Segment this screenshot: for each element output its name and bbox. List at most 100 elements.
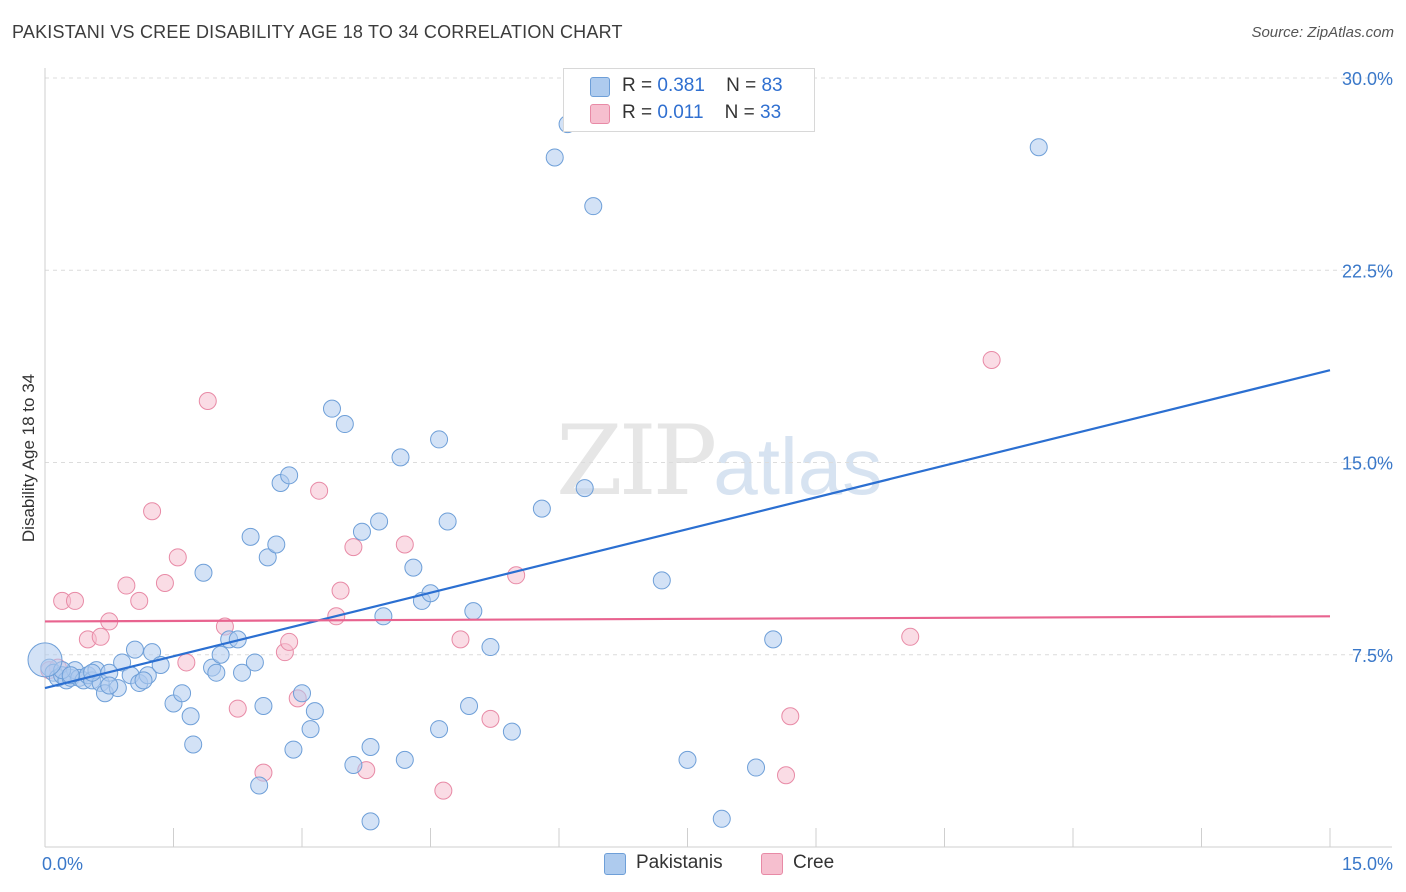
- point-pakistanis: [173, 684, 192, 703]
- point-pakistanis: [305, 702, 324, 721]
- point-pakistanis: [113, 653, 132, 672]
- point-cree: [777, 766, 796, 785]
- point-pakistanis: [460, 697, 479, 716]
- point-pakistanis: [284, 740, 303, 759]
- x-tick-label: 0.0%: [42, 854, 83, 874]
- point-pakistanis: [61, 666, 80, 685]
- y-tick-label: 22.5%: [1342, 261, 1393, 281]
- legend-n-label: N =: [724, 102, 755, 123]
- legend-r-label: R =: [622, 75, 653, 96]
- point-pakistanis: [481, 638, 500, 657]
- point-cree: [177, 653, 196, 672]
- watermark-atlas: atlas: [713, 422, 883, 511]
- point-pakistanis: [267, 535, 286, 554]
- point-cree: [781, 707, 800, 726]
- point-pakistanis: [344, 755, 363, 774]
- y-tick-label: 15.0%: [1342, 454, 1393, 474]
- point-pakistanis: [125, 640, 144, 659]
- point-pakistanis: [361, 812, 380, 831]
- point-pakistanis: [545, 148, 564, 167]
- point-pakistanis: [370, 512, 389, 531]
- trend-lines: [44, 369, 1331, 690]
- point-pakistanis: [233, 663, 252, 682]
- point-cree: [901, 627, 920, 646]
- point-cree: [982, 350, 1001, 369]
- data-points: [27, 115, 1048, 831]
- bottom-legend-swatch-cree: [761, 853, 783, 875]
- point-pakistanis: [747, 758, 766, 777]
- point-pakistanis: [322, 399, 341, 418]
- legend-r-value: 0.381: [657, 75, 705, 96]
- source-label: Source: ZipAtlas.com: [1251, 24, 1394, 41]
- point-cree: [143, 502, 162, 521]
- point-cree: [91, 627, 110, 646]
- point-cree: [280, 632, 299, 651]
- point-pakistanis: [100, 676, 119, 695]
- point-cree: [117, 576, 136, 595]
- legend-r-label: R =: [622, 102, 653, 123]
- y-axis-title: Disability Age 18 to 34: [19, 374, 38, 542]
- watermark: ZIPatlas: [556, 405, 882, 517]
- legend-swatch-pakistanis: [590, 77, 610, 97]
- bottom-legend-label: Cree: [793, 852, 835, 873]
- point-pakistanis: [241, 527, 260, 546]
- point-pakistanis: [301, 720, 320, 739]
- point-pakistanis: [575, 479, 594, 498]
- point-pakistanis: [250, 776, 269, 795]
- point-pakistanis: [254, 697, 273, 716]
- point-pakistanis: [207, 663, 226, 682]
- point-pakistanis: [361, 738, 380, 757]
- point-cree: [395, 535, 414, 554]
- point-pakistanis: [391, 448, 410, 467]
- point-pakistanis: [395, 750, 414, 769]
- point-pakistanis: [764, 630, 783, 649]
- point-pakistanis: [134, 671, 153, 690]
- point-cree: [344, 538, 363, 557]
- bottom-legend-swatch-pakistanis: [604, 853, 626, 875]
- point-cree: [310, 481, 329, 500]
- point-cree: [130, 591, 149, 610]
- point-pakistanis: [27, 642, 63, 678]
- point-cree: [451, 630, 470, 649]
- y-tick-label: 7.5%: [1352, 646, 1393, 666]
- point-pakistanis: [404, 558, 423, 577]
- point-pakistanis: [335, 415, 354, 434]
- trend-line-pakistanis: [44, 369, 1331, 690]
- point-cree: [65, 591, 84, 610]
- point-pakistanis: [181, 707, 200, 726]
- point-cree: [331, 581, 350, 600]
- axes: [44, 68, 1392, 848]
- point-pakistanis: [464, 602, 483, 621]
- legend-n-value: 83: [761, 75, 783, 96]
- point-pakistanis: [352, 522, 371, 541]
- point-pakistanis: [712, 809, 731, 828]
- trend-line-cree: [44, 615, 1331, 623]
- tick-labels: 7.5% 15.0% 22.5% 30.0% 0.0% 15.0%: [42, 69, 1393, 874]
- point-pakistanis: [678, 750, 697, 769]
- legend-swatch-cree: [590, 104, 610, 124]
- bottom-legend-label: Pakistanis: [636, 852, 723, 873]
- grid-lines: [45, 77, 1392, 656]
- point-pakistanis: [245, 653, 264, 672]
- y-tick-label: 30.0%: [1342, 69, 1393, 89]
- point-cree: [168, 548, 187, 567]
- point-pakistanis: [652, 571, 671, 590]
- chart-title: PAKISTANI VS CREE DISABILITY AGE 18 TO 3…: [12, 22, 623, 42]
- point-pakistanis: [438, 512, 457, 531]
- legend-n-value: 33: [760, 102, 782, 123]
- point-pakistanis: [211, 645, 230, 664]
- point-pakistanis: [194, 563, 213, 582]
- point-cree: [155, 573, 174, 592]
- legend-r-value: 0.011: [657, 102, 704, 123]
- point-pakistanis: [584, 197, 603, 216]
- point-cree: [198, 391, 217, 410]
- point-pakistanis: [1029, 138, 1048, 157]
- point-cree: [481, 709, 500, 728]
- x-tick-label: 15.0%: [1342, 854, 1393, 874]
- watermark-zip: ZIP: [556, 405, 717, 517]
- correlation-legend: R = 0.381 N = 83 R = 0.011 N = 33: [563, 68, 815, 132]
- point-pakistanis: [293, 684, 311, 703]
- point-pakistanis: [184, 735, 203, 754]
- legend-n-label: N =: [726, 75, 757, 96]
